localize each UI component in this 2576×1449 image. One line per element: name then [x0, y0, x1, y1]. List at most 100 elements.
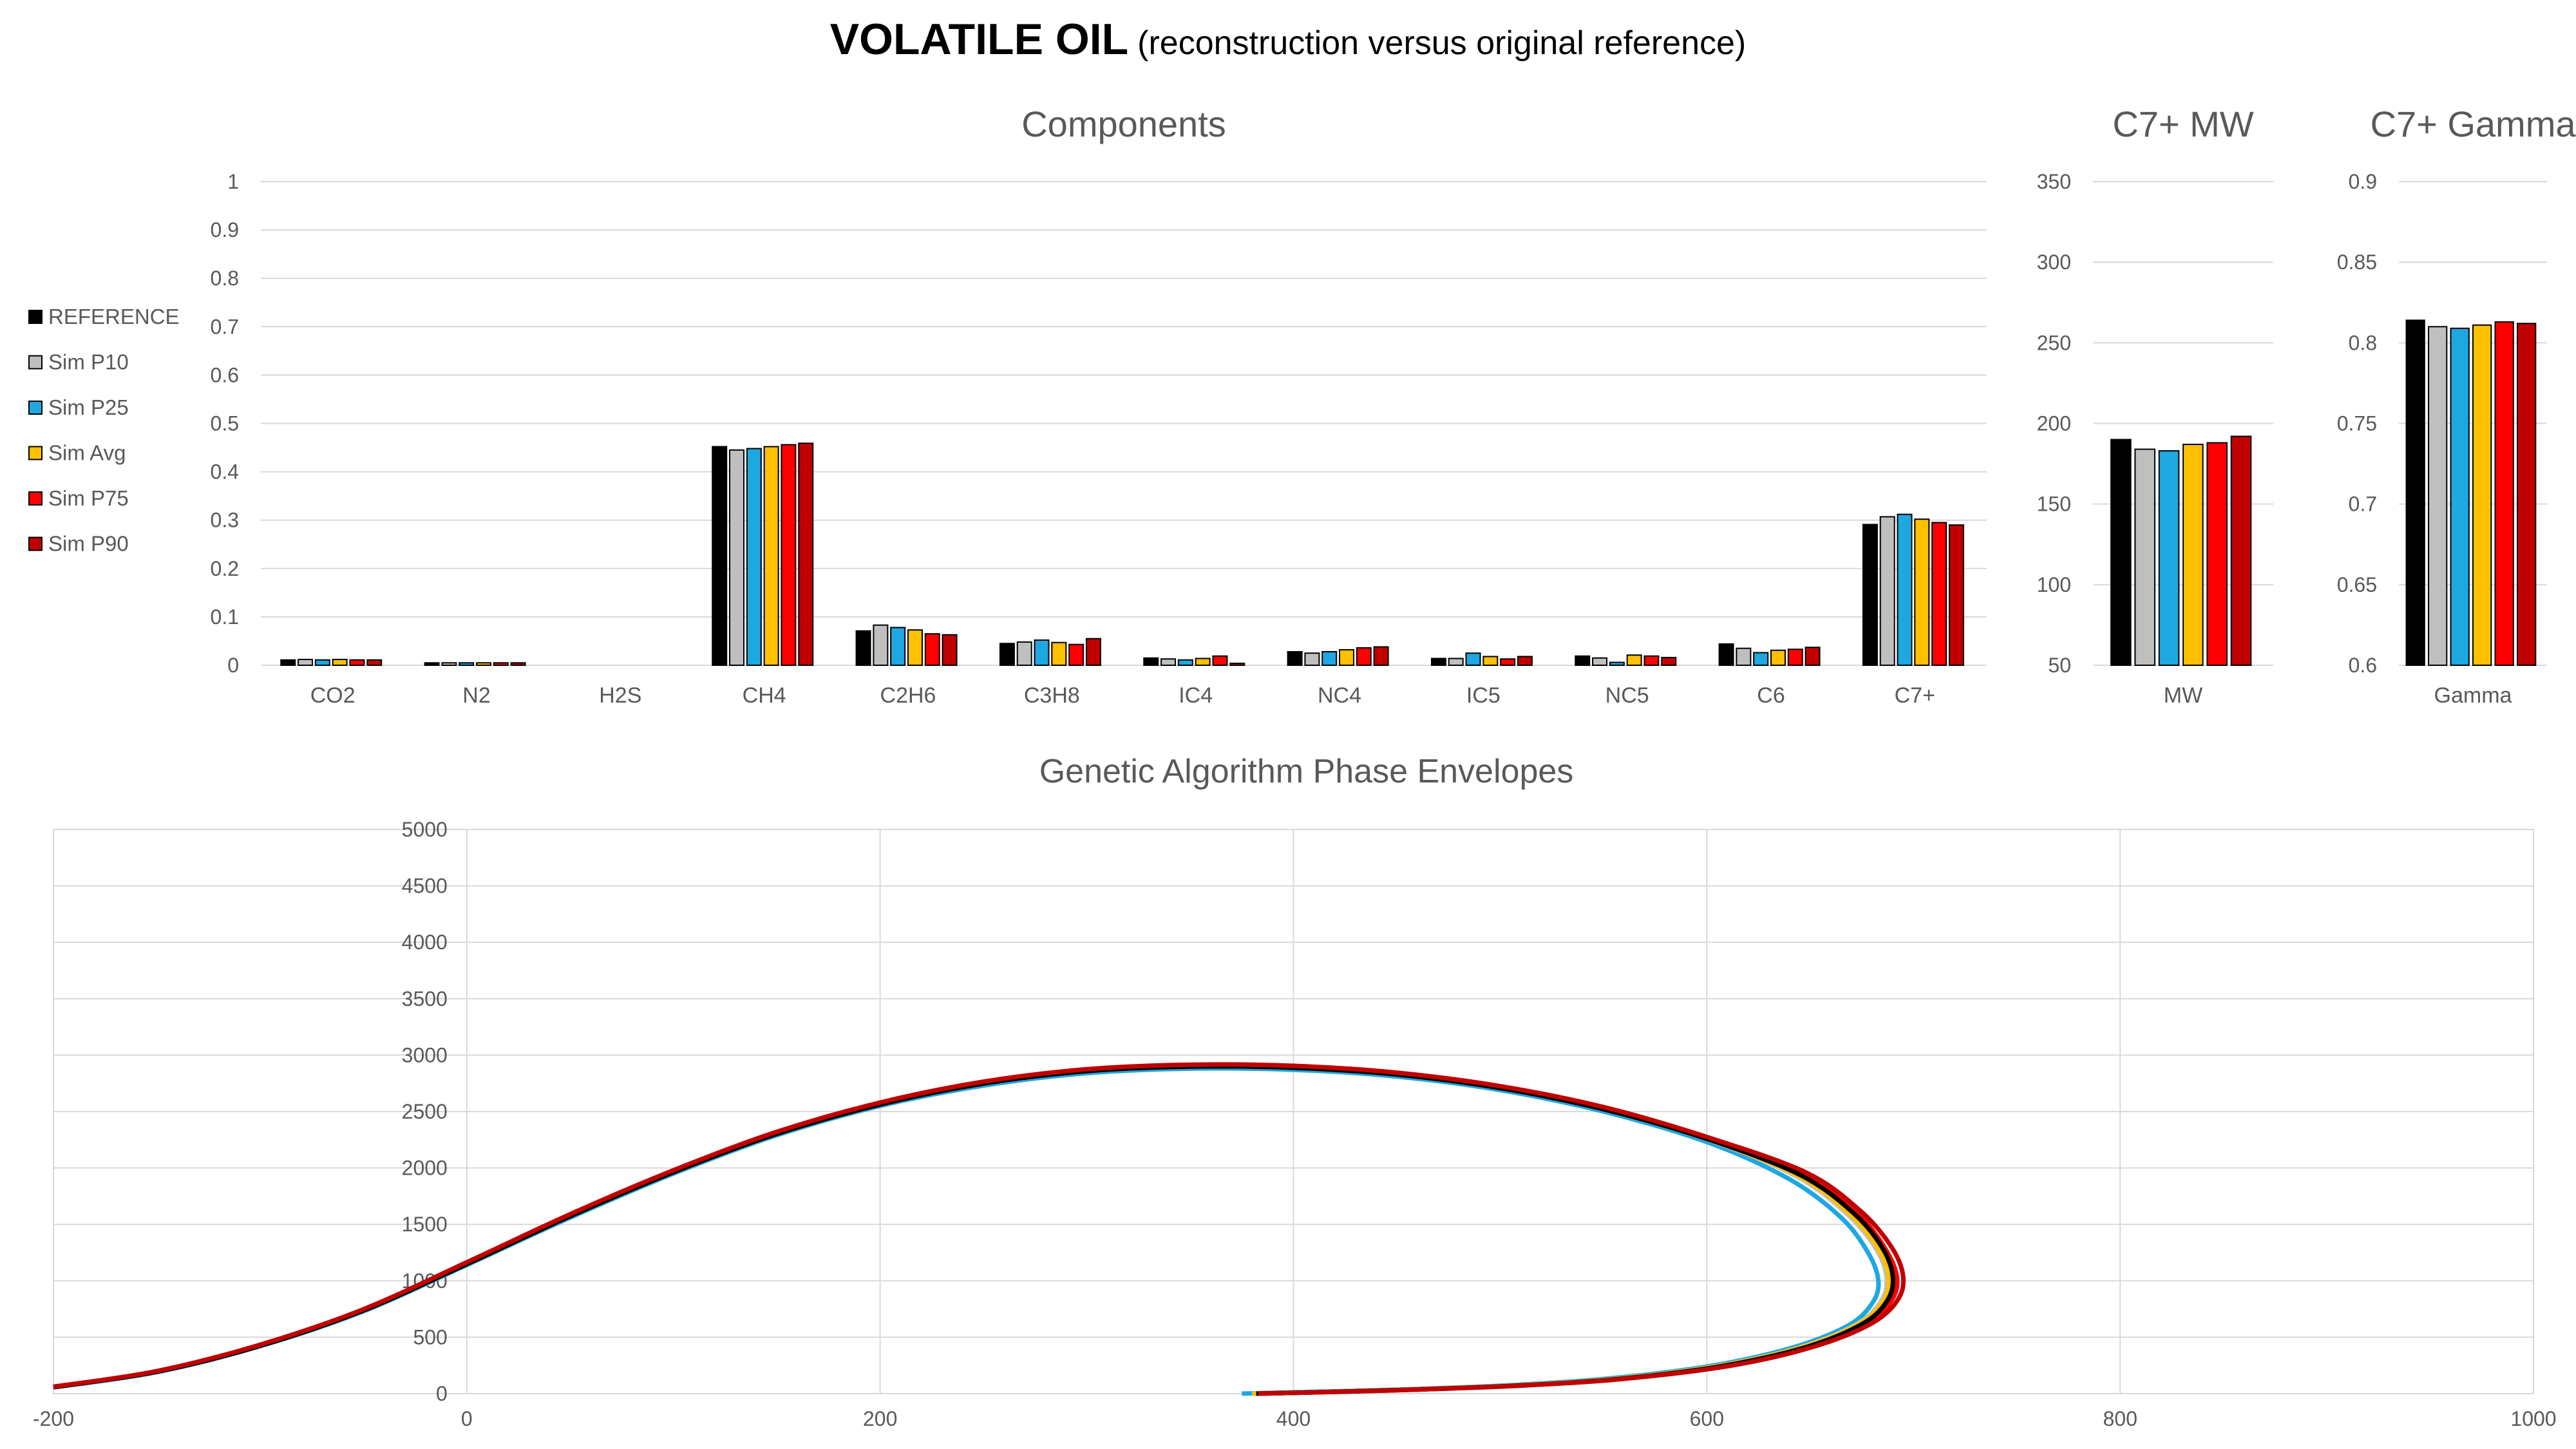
x-tick-label: Gamma	[2434, 683, 2512, 708]
y-tick-label: 50	[2048, 654, 2071, 677]
bar	[332, 658, 348, 666]
bar	[1770, 649, 1786, 666]
bar	[1897, 513, 1913, 666]
bar	[1143, 657, 1159, 666]
bar	[999, 643, 1015, 667]
y-tick-label: 0.85	[2337, 251, 2377, 274]
x-tick-label: CO2	[310, 683, 355, 708]
y-tick-label: 0.3	[211, 509, 239, 532]
y-tick-label: 0.4	[211, 460, 239, 484]
legend-swatch	[28, 310, 43, 324]
y-tick-label: 5000	[402, 818, 448, 841]
y-tick-label: 200	[2037, 412, 2071, 435]
y-tick-label: 1500	[402, 1213, 448, 1236]
bar	[2450, 327, 2470, 666]
y-tick-label: 150	[2037, 493, 2071, 516]
bar	[781, 444, 797, 666]
bar	[366, 659, 383, 667]
y-tick-label: 3500	[402, 987, 448, 1010]
legend: REFERENCE Sim P10 Sim P25 Sim Avg Sim P75 Sim…	[28, 305, 180, 556]
y-tick-label: 0.7	[211, 315, 239, 338]
y-tick-label: 0.9	[2349, 170, 2377, 193]
x-tick-label: 0	[461, 1407, 473, 1430]
bar	[1482, 656, 1499, 666]
x-tick-label: 200	[863, 1407, 897, 1430]
bar	[493, 662, 509, 666]
legend-swatch	[28, 536, 43, 551]
bar	[746, 448, 762, 666]
chart-title: C7+ Gamma	[2371, 104, 2576, 144]
y-tick-label: 250	[2037, 331, 2071, 354]
y-tick-label: 100	[2037, 573, 2071, 596]
legend-swatch	[28, 355, 43, 370]
legend-label: Sim P75	[48, 486, 129, 510]
bar	[1465, 652, 1481, 666]
legend-swatch	[28, 491, 43, 506]
x-tick-label: NC4	[1318, 683, 1361, 708]
bar	[476, 662, 491, 666]
y-tick-label: 0	[436, 1382, 448, 1405]
bar	[763, 446, 779, 666]
bar	[314, 659, 330, 667]
bar	[1753, 652, 1769, 666]
bar	[1356, 647, 1372, 666]
bar	[459, 662, 475, 666]
bar	[1051, 641, 1067, 667]
x-tick-label: N2	[462, 683, 490, 708]
x-tick-label: NC5	[1605, 683, 1649, 708]
legend-label: Sim P90	[48, 532, 129, 556]
subtitle: (reconstruction versus original referenc…	[1137, 24, 1747, 62]
bar	[1948, 524, 1964, 667]
x-tick-label: C2H6	[880, 683, 936, 708]
y-tick-label: 0.6	[2349, 654, 2377, 677]
bar	[2206, 442, 2228, 666]
x-tick-label: H2S	[599, 683, 641, 708]
bar	[1661, 656, 1677, 667]
x-tick-label: C7+	[1895, 683, 1935, 708]
bar	[1373, 646, 1389, 666]
legend-label: Sim Avg	[48, 441, 126, 465]
bar	[1160, 658, 1177, 666]
bar	[2428, 326, 2448, 666]
bar	[1879, 516, 1895, 666]
bar-chart-2: C7+ Gamma 0.6 0.65 0.7 0.75 0.8 0.85 0.9 Gamma	[2337, 104, 2576, 708]
y-tick-label: 2000	[402, 1157, 448, 1180]
bar	[890, 627, 906, 666]
legend-swatch	[28, 446, 43, 460]
y-tick-label: 0.5	[211, 412, 239, 435]
bar	[1068, 643, 1084, 666]
bar	[855, 630, 871, 667]
envelope-line	[53, 1066, 1881, 1396]
bar	[2230, 435, 2252, 666]
bar	[1034, 639, 1050, 666]
envelope-line	[53, 1062, 1906, 1396]
y-tick-label: 0.9	[211, 218, 239, 242]
y-tick-label: 3000	[402, 1043, 448, 1066]
bar	[2134, 448, 2155, 666]
y-tick-label: 0.2	[211, 557, 239, 580]
bar	[1500, 658, 1516, 666]
x-tick-label: 600	[1690, 1407, 1724, 1430]
y-tick-label: 2500	[402, 1100, 448, 1123]
x-tick-label: -200	[33, 1407, 74, 1430]
bar	[1575, 655, 1591, 667]
y-tick-label: 0.75	[2337, 412, 2377, 435]
chart-title: C7+ MW	[2112, 104, 2253, 144]
bar	[1592, 657, 1608, 666]
bar	[2110, 439, 2132, 666]
bar	[1195, 658, 1211, 667]
bar	[2472, 324, 2492, 666]
x-tick-label: C3H8	[1024, 683, 1080, 708]
bar-chart-1: C7+ MW 50 100 150 200 250 300 350 MW	[2037, 104, 2273, 708]
x-tick-label: 800	[2103, 1407, 2137, 1430]
x-tick-label: 400	[1276, 1407, 1311, 1430]
y-tick-label: 0.6	[211, 363, 239, 386]
legend-swatch	[28, 401, 43, 415]
legend-label: Sim P10	[48, 350, 129, 374]
x-tick-label: IC5	[1466, 683, 1501, 708]
y-tick-label: 0.7	[2349, 493, 2377, 516]
bar	[2183, 444, 2204, 666]
bar	[349, 659, 365, 667]
bar-chart-0: Components 0 0.1 0.2 0.3 0.4 0.5 0.6 0.7 0.8 0.9 1 C…	[211, 104, 1987, 708]
